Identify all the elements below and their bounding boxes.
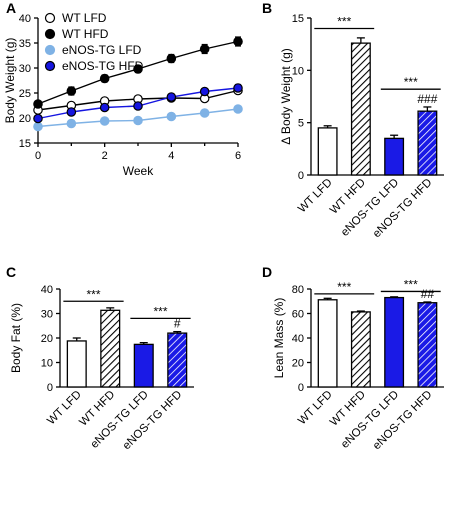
panel-label-c: C [6, 264, 16, 280]
bar [317, 127, 338, 176]
significance-label: *** [153, 304, 167, 318]
data-point [66, 86, 77, 96]
data-point [133, 101, 143, 111]
panel-a-y-tick-label: 25 [19, 88, 31, 100]
data-point [233, 104, 243, 114]
category-label: eNOS-TG HFD [121, 389, 185, 453]
panel-c-y-tick-label: 10 [41, 358, 53, 370]
panel-label-d: D [262, 264, 272, 280]
panel-d-y-tick-label: 60 [292, 309, 304, 321]
panel-a-y-tick-label: 30 [19, 63, 31, 75]
panel-a-y-tick-label: 20 [19, 113, 31, 125]
bar [167, 332, 188, 388]
panel-d-y-tick-label: 0 [298, 382, 304, 394]
panel-b-y-tick-label: 0 [298, 170, 304, 182]
panel-a-y-tick-label: 35 [19, 38, 31, 50]
legend-label: WT LFD [62, 11, 107, 25]
data-point [199, 44, 210, 54]
data-point [33, 99, 43, 109]
panel-b-y-axis-label: Δ Body Weight (g) [279, 48, 293, 145]
panel-b-y-tick-label: 10 [292, 65, 304, 77]
panel-a-y-tick-label: 15 [19, 138, 31, 150]
data-point [233, 36, 243, 47]
bar [350, 311, 371, 388]
panel-b-y-tick-label: 15 [292, 13, 304, 25]
data-point [199, 86, 210, 97]
category-label: eNOS-TG HFD [371, 177, 435, 241]
category-label: eNOS-TG LFD [339, 389, 401, 451]
panel-d-y-tick-label: 20 [292, 358, 304, 370]
data-point [33, 113, 43, 124]
significance-label: *** [404, 75, 418, 89]
panel-a-x-tick-label: 4 [168, 150, 174, 162]
panel-c-y-tick-label: 0 [47, 382, 53, 394]
bar [384, 137, 405, 176]
data-point [166, 92, 177, 102]
panel-a-y-tick-label: 40 [19, 13, 31, 25]
bar [417, 302, 438, 388]
bar [350, 42, 371, 176]
data-point [133, 64, 143, 74]
data-point [99, 73, 110, 84]
difference-annotation: ## [421, 287, 435, 301]
legend-label: WT HFD [62, 27, 109, 41]
panel-d-y-tick-label: 40 [292, 333, 304, 345]
data-point [99, 102, 110, 113]
significance-label: *** [337, 280, 351, 294]
panel-d-y-tick-label: 80 [292, 284, 304, 296]
difference-annotation: ### [417, 92, 437, 106]
panel-b-y-tick-label: 5 [298, 118, 304, 130]
legend-marker [44, 12, 56, 24]
category-label: eNOS-TG LFD [339, 177, 401, 239]
panel-c-y-tick-label: 20 [41, 333, 53, 345]
legend-marker [44, 44, 56, 56]
panel-a-x-axis-label: Week [123, 164, 154, 178]
panel-c-y-tick-label: 40 [41, 284, 53, 296]
panel-c-y-tick-label: 30 [41, 309, 53, 321]
data-point [66, 107, 77, 117]
bar [133, 343, 154, 388]
panel-label-a: A [6, 0, 16, 16]
data-point [233, 83, 243, 93]
significance-label: *** [86, 287, 100, 301]
data-point [166, 111, 177, 122]
panel-label-b: B [262, 0, 272, 16]
legend-marker [44, 28, 56, 40]
panel-a-x-tick-label: 6 [235, 150, 241, 162]
bar [66, 340, 87, 388]
bar [417, 110, 438, 176]
data-point [199, 108, 210, 118]
legend-label: eNOS-TG LFD [62, 43, 142, 57]
bar [384, 296, 405, 388]
category-label: eNOS-TG HFD [371, 389, 435, 453]
legend-label: eNOS-TG HFD [62, 59, 144, 73]
panel-a-x-tick-label: 0 [35, 150, 41, 162]
panel-c-y-axis-label: Body Fat (%) [9, 303, 23, 373]
data-point [166, 53, 177, 64]
data-point [33, 121, 43, 132]
difference-annotation: # [174, 317, 181, 331]
panel-d-y-axis-label: Lean Mass (%) [272, 298, 286, 379]
data-point [66, 118, 77, 129]
bar [100, 309, 121, 388]
legend-marker [44, 60, 56, 72]
data-point [99, 116, 110, 126]
panel-a-y-axis-label: Body Weight (g) [3, 38, 17, 124]
panel-a-x-tick-label: 2 [102, 150, 108, 162]
bar [317, 299, 338, 388]
significance-label: *** [404, 277, 418, 291]
category-label: eNOS-TG LFD [89, 389, 151, 451]
significance-label: *** [337, 14, 351, 28]
data-point [133, 115, 143, 126]
